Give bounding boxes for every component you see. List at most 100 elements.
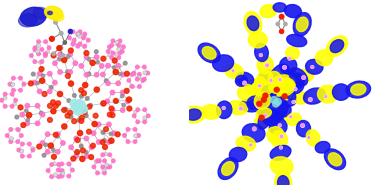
Circle shape <box>274 87 279 92</box>
Circle shape <box>68 110 73 115</box>
Circle shape <box>102 168 106 172</box>
Circle shape <box>17 128 21 132</box>
Circle shape <box>114 52 118 56</box>
Circle shape <box>51 109 56 114</box>
Circle shape <box>63 41 67 44</box>
Circle shape <box>84 136 88 141</box>
Ellipse shape <box>351 84 366 95</box>
Circle shape <box>29 54 33 57</box>
Ellipse shape <box>262 109 280 126</box>
Circle shape <box>16 140 20 143</box>
Circle shape <box>28 142 31 146</box>
Circle shape <box>60 169 64 172</box>
Circle shape <box>68 48 73 53</box>
Ellipse shape <box>330 40 344 53</box>
Circle shape <box>279 14 284 19</box>
Circle shape <box>133 140 137 143</box>
Circle shape <box>51 154 56 159</box>
Ellipse shape <box>259 109 284 121</box>
Circle shape <box>96 61 99 64</box>
Circle shape <box>143 116 147 120</box>
Ellipse shape <box>258 110 271 129</box>
Circle shape <box>124 88 129 93</box>
Circle shape <box>138 85 141 88</box>
Circle shape <box>60 174 64 178</box>
Circle shape <box>26 118 29 122</box>
Ellipse shape <box>213 55 234 71</box>
Circle shape <box>126 140 130 143</box>
Circle shape <box>115 41 119 45</box>
Ellipse shape <box>333 84 350 100</box>
Circle shape <box>20 154 24 158</box>
Circle shape <box>56 132 60 136</box>
Circle shape <box>259 53 263 57</box>
Circle shape <box>291 100 295 104</box>
Ellipse shape <box>304 88 325 104</box>
Circle shape <box>112 66 116 69</box>
Ellipse shape <box>217 101 232 119</box>
Ellipse shape <box>268 80 294 94</box>
Ellipse shape <box>254 81 273 95</box>
Circle shape <box>94 50 98 53</box>
Circle shape <box>136 120 139 124</box>
Circle shape <box>53 173 57 177</box>
Circle shape <box>28 81 33 86</box>
Circle shape <box>133 110 137 114</box>
Ellipse shape <box>271 131 288 149</box>
Circle shape <box>59 31 63 35</box>
Circle shape <box>143 65 146 69</box>
Circle shape <box>73 38 76 42</box>
Circle shape <box>103 145 107 149</box>
Circle shape <box>263 114 267 117</box>
Circle shape <box>67 99 71 102</box>
Circle shape <box>44 40 47 43</box>
Ellipse shape <box>270 64 290 86</box>
Circle shape <box>143 120 147 124</box>
Circle shape <box>76 32 80 36</box>
Circle shape <box>118 51 122 55</box>
Circle shape <box>125 99 130 104</box>
Ellipse shape <box>280 57 297 74</box>
Circle shape <box>80 156 85 162</box>
Circle shape <box>107 50 110 53</box>
Ellipse shape <box>256 108 271 118</box>
Ellipse shape <box>286 47 299 59</box>
Circle shape <box>121 50 124 53</box>
Circle shape <box>265 63 270 68</box>
Circle shape <box>52 148 55 152</box>
Circle shape <box>57 91 63 97</box>
Ellipse shape <box>268 71 282 88</box>
Circle shape <box>46 50 50 53</box>
Circle shape <box>294 87 297 91</box>
Circle shape <box>282 65 287 70</box>
Circle shape <box>18 105 23 110</box>
Ellipse shape <box>296 17 308 32</box>
Circle shape <box>87 58 91 61</box>
Circle shape <box>70 100 78 108</box>
Circle shape <box>94 160 98 164</box>
Circle shape <box>222 106 226 110</box>
Circle shape <box>90 60 95 65</box>
Circle shape <box>118 39 122 43</box>
Circle shape <box>82 110 87 115</box>
Circle shape <box>123 134 126 137</box>
Circle shape <box>103 138 106 142</box>
Circle shape <box>53 80 57 85</box>
Circle shape <box>109 132 112 135</box>
Circle shape <box>37 40 40 43</box>
Circle shape <box>68 36 71 40</box>
Circle shape <box>105 99 110 104</box>
Circle shape <box>96 171 99 175</box>
Circle shape <box>134 134 138 138</box>
Circle shape <box>12 88 15 92</box>
Ellipse shape <box>202 47 216 59</box>
Circle shape <box>110 108 115 112</box>
Ellipse shape <box>218 158 238 179</box>
Circle shape <box>282 94 287 99</box>
Circle shape <box>67 174 71 178</box>
Circle shape <box>83 32 87 36</box>
Circle shape <box>25 103 29 108</box>
Circle shape <box>82 45 86 48</box>
Circle shape <box>17 148 20 152</box>
Circle shape <box>108 165 112 169</box>
